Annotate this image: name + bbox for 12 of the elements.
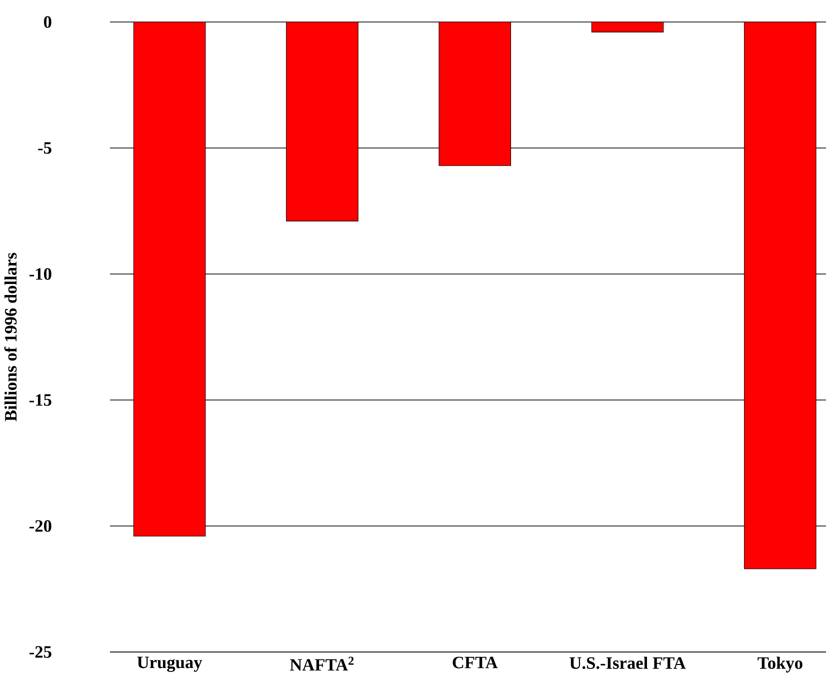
y-axis-title: Billions of 1996 dollars — [4, 252, 17, 422]
x-tick-label: Uruguay — [137, 656, 202, 672]
y-tick-label: 0 — [44, 16, 52, 28]
x-tick-label: U.S.-Israel FTA — [570, 656, 686, 669]
y-tick-label: -15 — [29, 394, 52, 406]
x-tick-label: NAFTA$^{2}$ — [290, 656, 354, 671]
y-tick-label: -20 — [29, 520, 52, 532]
y-tick-label: -10 — [29, 268, 52, 280]
x-tick-label: Tokyo — [758, 656, 802, 672]
y-tick-label: -5 — [38, 142, 52, 154]
y-tick-label: -25 — [29, 646, 52, 658]
x-tick-label: CFTA — [452, 656, 498, 668]
